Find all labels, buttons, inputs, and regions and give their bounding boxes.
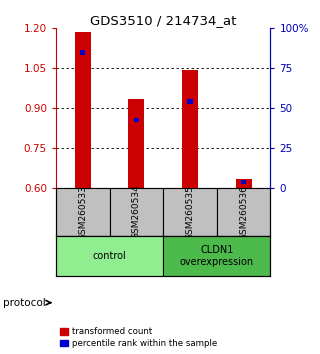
Bar [163,188,217,236]
Bar [56,188,109,236]
Bar [109,188,163,236]
Text: GSM260533: GSM260533 [78,185,87,240]
Bar [182,69,198,188]
Bar [56,236,163,276]
Text: GSM260535: GSM260535 [186,185,195,240]
Bar [163,236,270,276]
Text: GSM260534: GSM260534 [132,185,141,239]
Bar [236,179,252,188]
Bar [217,188,270,236]
Bar [187,99,193,104]
Bar [75,32,91,188]
Text: control: control [93,251,126,261]
Bar [241,180,246,184]
Bar [134,118,139,122]
Title: GDS3510 / 214734_at: GDS3510 / 214734_at [90,14,236,27]
Legend: transformed count, percentile rank within the sample: transformed count, percentile rank withi… [60,327,217,348]
Text: protocol: protocol [3,298,46,308]
Bar [128,99,144,188]
Bar [80,50,85,55]
Text: GSM260536: GSM260536 [239,185,248,240]
Text: CLDN1
overexpression: CLDN1 overexpression [180,245,254,267]
